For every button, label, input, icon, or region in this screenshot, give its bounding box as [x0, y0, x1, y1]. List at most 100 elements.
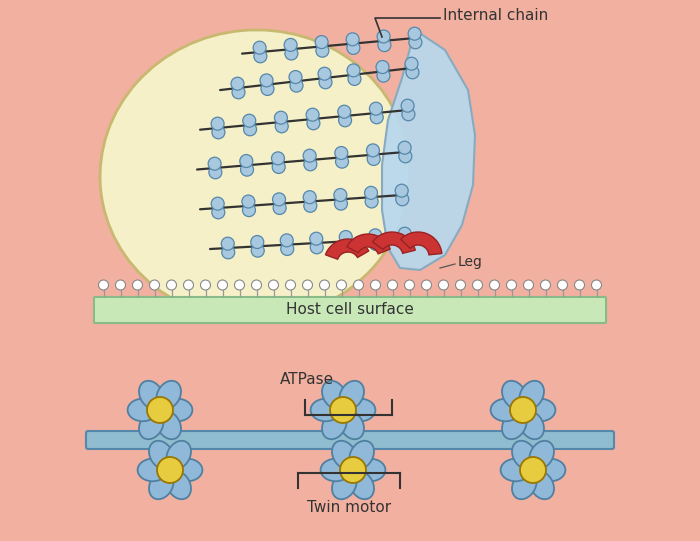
Circle shape	[221, 237, 234, 250]
Text: Twin motor: Twin motor	[307, 500, 391, 515]
Ellipse shape	[349, 471, 374, 499]
Circle shape	[273, 201, 286, 214]
Ellipse shape	[162, 399, 192, 421]
Circle shape	[234, 280, 244, 290]
Circle shape	[232, 86, 245, 99]
Circle shape	[540, 280, 550, 290]
FancyBboxPatch shape	[86, 431, 614, 449]
Circle shape	[388, 280, 398, 290]
Circle shape	[395, 193, 409, 206]
Ellipse shape	[149, 471, 174, 499]
Circle shape	[167, 280, 176, 290]
Circle shape	[304, 158, 317, 171]
Ellipse shape	[491, 399, 521, 421]
Ellipse shape	[332, 441, 356, 469]
Circle shape	[406, 66, 419, 79]
Circle shape	[251, 235, 264, 248]
Ellipse shape	[502, 381, 526, 409]
Wedge shape	[372, 232, 415, 253]
Ellipse shape	[322, 381, 346, 409]
Ellipse shape	[311, 399, 341, 421]
Circle shape	[408, 27, 421, 40]
Circle shape	[340, 457, 366, 483]
Circle shape	[421, 280, 431, 290]
Circle shape	[346, 33, 359, 46]
Circle shape	[241, 163, 253, 176]
Circle shape	[310, 232, 323, 245]
Circle shape	[367, 144, 379, 157]
Circle shape	[212, 126, 225, 139]
Circle shape	[575, 280, 584, 290]
Circle shape	[260, 74, 273, 87]
Circle shape	[507, 280, 517, 290]
Circle shape	[286, 280, 295, 290]
Ellipse shape	[172, 459, 202, 481]
Circle shape	[377, 69, 390, 82]
Circle shape	[337, 280, 346, 290]
Circle shape	[335, 155, 349, 168]
Circle shape	[315, 36, 328, 49]
Circle shape	[251, 280, 262, 290]
Circle shape	[251, 244, 264, 257]
Circle shape	[304, 199, 317, 212]
Ellipse shape	[156, 411, 181, 439]
Circle shape	[370, 237, 382, 250]
Wedge shape	[400, 232, 442, 255]
Circle shape	[231, 77, 244, 90]
Ellipse shape	[512, 471, 537, 499]
Circle shape	[116, 280, 125, 290]
Text: Internal chain: Internal chain	[443, 9, 548, 23]
Circle shape	[269, 280, 279, 290]
Circle shape	[354, 280, 363, 290]
Circle shape	[399, 236, 412, 249]
Circle shape	[253, 41, 266, 54]
Circle shape	[289, 70, 302, 83]
Circle shape	[438, 280, 449, 290]
Circle shape	[147, 397, 173, 423]
Ellipse shape	[167, 441, 191, 469]
Circle shape	[520, 457, 546, 483]
Circle shape	[244, 123, 257, 136]
Circle shape	[524, 280, 533, 290]
Circle shape	[409, 36, 422, 49]
Circle shape	[290, 79, 303, 92]
Ellipse shape	[139, 381, 164, 409]
Circle shape	[370, 280, 381, 290]
Text: Host cell surface: Host cell surface	[286, 302, 414, 318]
Circle shape	[254, 50, 267, 63]
Circle shape	[378, 38, 391, 51]
Circle shape	[200, 280, 211, 290]
Circle shape	[335, 197, 347, 210]
Circle shape	[318, 67, 331, 80]
Circle shape	[280, 234, 293, 247]
Circle shape	[222, 246, 235, 259]
Ellipse shape	[332, 471, 356, 499]
Circle shape	[365, 195, 378, 208]
Circle shape	[473, 280, 482, 290]
Circle shape	[211, 197, 224, 210]
Ellipse shape	[512, 441, 537, 469]
Circle shape	[368, 153, 380, 166]
Circle shape	[340, 239, 353, 252]
Circle shape	[398, 141, 411, 154]
Ellipse shape	[127, 399, 158, 421]
Circle shape	[132, 280, 143, 290]
Circle shape	[209, 166, 222, 179]
Circle shape	[347, 42, 360, 55]
Circle shape	[208, 157, 221, 170]
Circle shape	[405, 57, 418, 70]
Ellipse shape	[100, 30, 410, 320]
Circle shape	[339, 114, 351, 127]
Wedge shape	[326, 239, 369, 259]
Ellipse shape	[138, 459, 167, 481]
Circle shape	[242, 203, 256, 216]
Ellipse shape	[156, 381, 181, 409]
Circle shape	[592, 280, 601, 290]
Circle shape	[272, 193, 286, 206]
Circle shape	[369, 229, 382, 242]
Text: ATPase: ATPase	[280, 372, 334, 387]
Circle shape	[261, 82, 274, 95]
Circle shape	[99, 280, 108, 290]
Circle shape	[456, 280, 466, 290]
Ellipse shape	[322, 411, 346, 439]
